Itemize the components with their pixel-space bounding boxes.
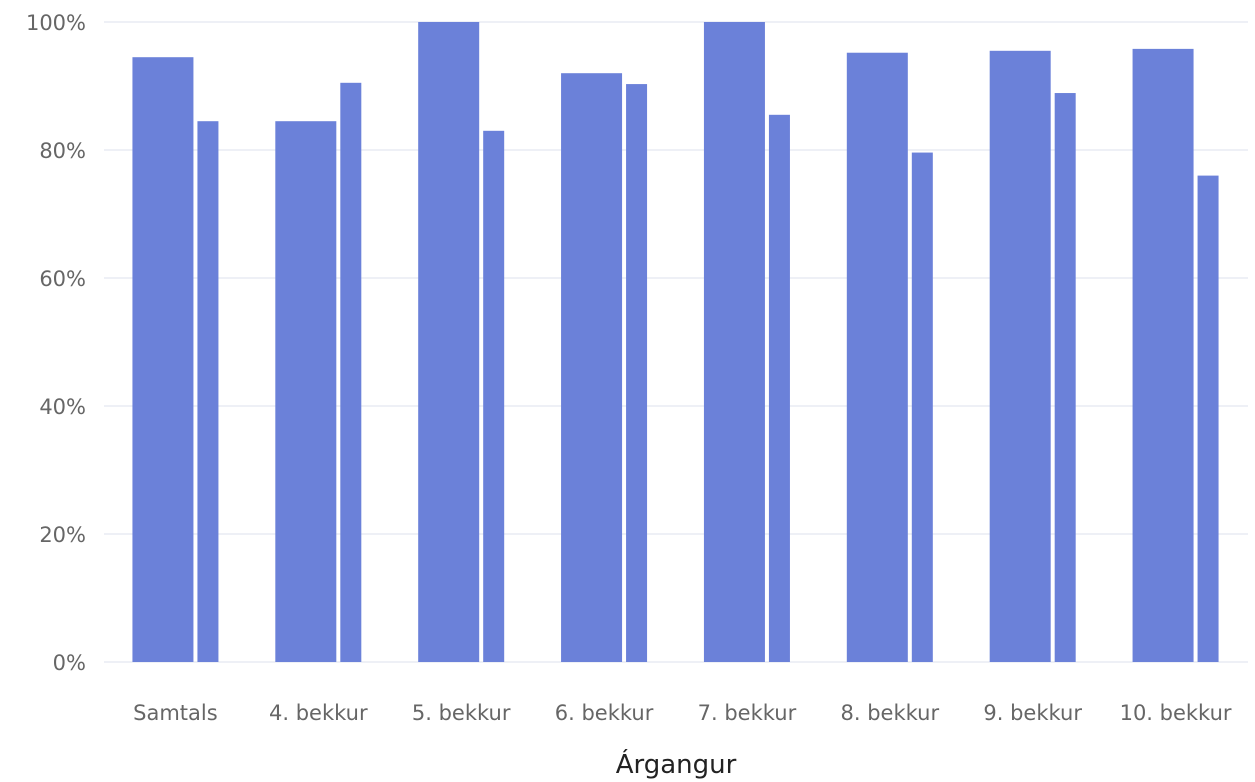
x-tick-label: 10. bekkur [1120, 701, 1232, 725]
bar-series-2 [911, 152, 933, 662]
bar-series-1 [703, 22, 765, 662]
x-tick-label: Samtals [133, 701, 218, 725]
x-tick-label: 8. bekkur [841, 701, 940, 725]
x-tick-label: 6. bekkur [555, 701, 654, 725]
x-tick-label: 5. bekkur [412, 701, 511, 725]
y-tick-label: 100% [26, 11, 86, 35]
bar-series-2 [1054, 93, 1076, 663]
bar-series-1 [275, 121, 337, 662]
bars [132, 22, 1219, 663]
bar-series-1 [989, 50, 1051, 663]
bar-series-2 [626, 84, 648, 662]
x-axis-title: Árgangur [616, 748, 737, 780]
bar-series-1 [846, 52, 908, 663]
y-tick-label: 80% [39, 139, 86, 163]
y-tick-label: 40% [39, 395, 86, 419]
y-tick-label: 0% [53, 651, 86, 675]
bar-series-1 [418, 22, 480, 662]
x-tick-label: 4. bekkur [269, 701, 368, 725]
bar-series-1 [561, 73, 623, 662]
x-tick-label: 9. bekkur [983, 701, 1082, 725]
x-axis-ticks: Samtals 4. bekkur 5. bekkur 6. bekkur 7. bek… [133, 701, 1232, 725]
bar-series-2 [483, 130, 505, 663]
bar-series-2 [1197, 175, 1219, 662]
y-tick-label: 60% [39, 267, 86, 291]
bar-series-2 [340, 82, 362, 663]
y-axis-ticks: 0% 20% 40% 60% 80% 100% [26, 11, 86, 675]
x-tick-label: 7. bekkur [698, 701, 797, 725]
y-tick-label: 20% [39, 523, 86, 547]
bar-series-1 [132, 57, 194, 662]
bar-series-2 [768, 114, 790, 663]
bar-series-2 [197, 121, 219, 662]
bar-series-1 [1132, 48, 1194, 662]
